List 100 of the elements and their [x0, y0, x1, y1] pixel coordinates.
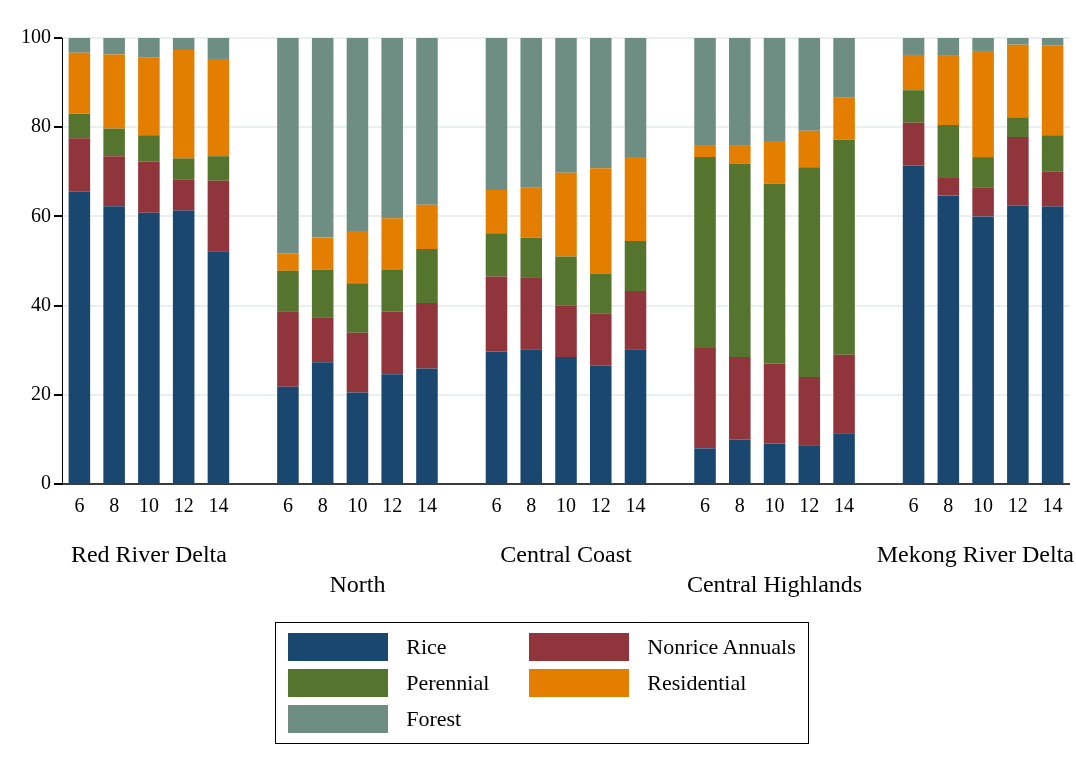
- bar: [555, 356, 577, 483]
- bar: [1041, 45, 1064, 136]
- x-tick-label: 8: [734, 494, 745, 517]
- bar: [1007, 137, 1029, 206]
- bar: [138, 212, 160, 483]
- bar: [1041, 171, 1064, 207]
- bar: [1007, 44, 1029, 118]
- x-tick-label: 10: [138, 494, 159, 517]
- bar: [277, 270, 299, 312]
- bar: [798, 445, 821, 483]
- bar: [763, 183, 786, 364]
- bar: [311, 237, 334, 270]
- bar: [346, 283, 369, 333]
- y-tick-label: 40: [31, 292, 51, 315]
- legend-label: Perennial: [406, 670, 490, 696]
- bar: [172, 179, 195, 211]
- x-tick-label: 8: [943, 494, 954, 517]
- bar: [694, 448, 716, 483]
- bar: [1041, 135, 1064, 172]
- bar: [277, 38, 299, 254]
- bar: [729, 356, 751, 440]
- bar: [902, 38, 925, 55]
- bar: [103, 38, 125, 55]
- bar: [68, 191, 91, 483]
- bar: [346, 392, 369, 483]
- bar: [520, 349, 543, 483]
- x-tick-label: 14: [834, 494, 855, 517]
- bar: [798, 376, 821, 446]
- bar: [589, 273, 612, 314]
- bar: [972, 157, 994, 188]
- bar: [763, 38, 786, 142]
- bar: [937, 124, 960, 178]
- x-tick-label: 12: [382, 494, 403, 517]
- bar: [520, 38, 543, 188]
- bar: [311, 317, 334, 363]
- bar: [624, 290, 647, 350]
- legend-label: Nonrice Annuals: [647, 634, 796, 660]
- x-tick-label: 14: [1042, 494, 1063, 517]
- x-tick-label: 10: [556, 494, 576, 517]
- bar: [937, 55, 960, 125]
- bar: [381, 38, 403, 219]
- bar: [729, 38, 751, 146]
- bar: [729, 163, 751, 357]
- x-tick-label: 6: [491, 494, 502, 517]
- y-tick-label: 0: [41, 471, 51, 494]
- x-tick-label: 12: [173, 494, 194, 517]
- bar: [381, 311, 403, 375]
- x-tick-label: 6: [908, 494, 919, 517]
- bar: [798, 130, 821, 168]
- bar: [555, 38, 577, 173]
- bar: [416, 38, 438, 205]
- bar: [520, 237, 543, 278]
- x-tick-label: 6: [282, 494, 293, 517]
- bar: [624, 349, 647, 483]
- bar: [520, 187, 543, 238]
- bar: [937, 38, 960, 56]
- bar: [833, 139, 855, 355]
- bar: [311, 38, 334, 238]
- bar: [416, 368, 438, 483]
- x-tick-label: 8: [526, 494, 537, 517]
- bar: [972, 50, 994, 158]
- bar: [381, 374, 403, 483]
- text: Central Highlands: [686, 571, 863, 598]
- x-tick-label: 8: [109, 494, 120, 517]
- bar: [694, 157, 716, 348]
- bar: [485, 38, 508, 191]
- bar: [833, 38, 855, 98]
- x-tick-label: 14: [625, 494, 646, 517]
- bar: [624, 240, 647, 291]
- bar: [972, 38, 994, 51]
- bar: [902, 165, 925, 483]
- bar: [68, 138, 91, 192]
- x-tick-label: 12: [1007, 494, 1028, 517]
- bar: [485, 351, 508, 483]
- bar: [172, 50, 195, 159]
- y-tick-label: 80: [31, 114, 51, 137]
- bar: [589, 168, 612, 274]
- bar: [624, 157, 647, 241]
- bar: [381, 269, 403, 312]
- bar: [972, 216, 994, 483]
- bar: [103, 156, 125, 207]
- bar: [416, 302, 438, 369]
- bar: [798, 38, 821, 131]
- x-tick-label: 14: [416, 494, 437, 517]
- bar: [138, 161, 160, 213]
- bar: [763, 141, 786, 184]
- bar: [555, 305, 577, 357]
- bar: [381, 218, 403, 270]
- bar: [972, 187, 994, 217]
- bar: [902, 122, 925, 166]
- bar: [694, 347, 716, 449]
- bar: [172, 158, 195, 180]
- text: Central Coast: [500, 541, 632, 568]
- x-tick-label: 10: [764, 494, 785, 517]
- bar: [138, 38, 160, 58]
- bar: [902, 90, 925, 123]
- bar: [1041, 38, 1064, 46]
- y-tick-label: 60: [31, 203, 51, 226]
- x-tick-label: 6: [74, 494, 85, 517]
- y-tick-label: 20: [31, 382, 51, 405]
